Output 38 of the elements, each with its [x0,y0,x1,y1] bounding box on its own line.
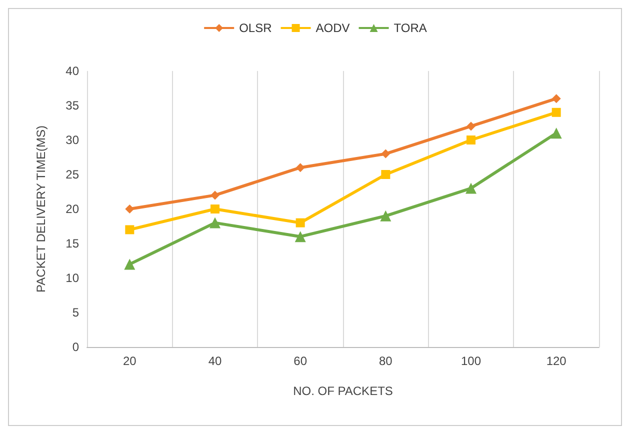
y-tick-label: 40 [66,64,80,78]
legend-label: OLSR [239,21,272,35]
y-tick-label: 15 [66,236,80,250]
y-axis-title: PACKET DELIVERY TIME(MS) [34,126,48,292]
x-tick-label: 60 [294,354,308,368]
point [210,190,220,200]
y-tick-label: 35 [66,98,80,112]
point [552,94,561,104]
y-tick-label: 30 [66,133,80,147]
y-tick-label: 0 [72,340,80,354]
y-tick-label: 20 [66,202,80,216]
point [210,204,220,214]
point [294,231,306,242]
y-tick-label: 10 [66,271,80,285]
point [124,258,136,270]
y-tick-label: 25 [66,168,80,182]
x-tick-label: 80 [378,354,393,368]
point [296,218,305,228]
point [466,136,476,144]
point [380,210,392,222]
x-tick-label: 20 [122,354,137,368]
legend-label: AODV [316,21,350,35]
point [550,128,562,139]
x-tick-label: 40 [208,354,222,368]
x-tick-label: 100 [460,354,482,368]
y-tick-label: 5 [72,306,80,320]
legend-label: TORA [394,21,427,35]
point [210,217,220,228]
point [552,108,561,117]
point [381,170,390,179]
point [466,182,476,194]
point [125,225,134,234]
x-axis-title: NO. OF PACKETS [293,384,393,398]
point [466,122,476,131]
x-tick-label: 120 [546,354,567,368]
point [381,149,390,158]
point [296,163,305,172]
point [125,204,134,214]
